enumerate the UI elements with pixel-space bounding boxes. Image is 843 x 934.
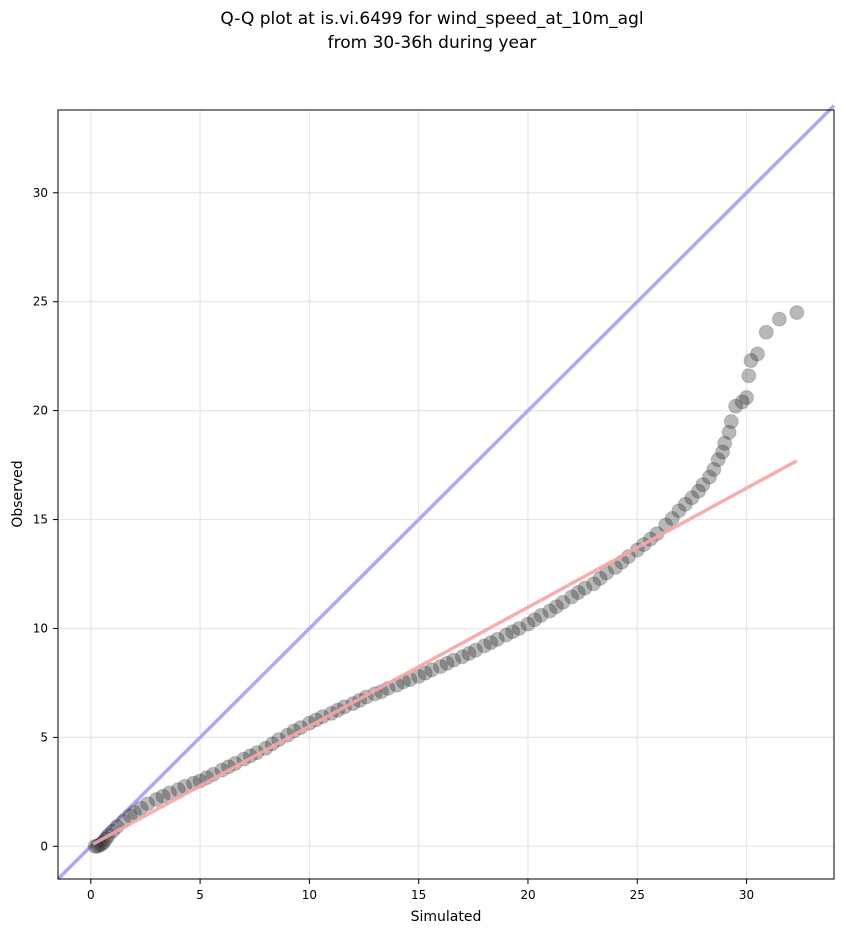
qq-data-point <box>715 444 731 460</box>
plot-area-frame <box>57 109 835 880</box>
qq-data-point <box>140 796 156 812</box>
x-axis-label: Simulated <box>411 909 482 925</box>
qq-data-point <box>671 503 687 519</box>
y-tick-label: 20 <box>33 404 48 418</box>
qq-data-point <box>411 668 427 684</box>
qq-data-point <box>148 791 164 807</box>
qq-data-point <box>133 800 149 816</box>
x-tick-label: 5 <box>196 888 204 902</box>
qq-data-point <box>511 620 527 636</box>
qq-data-point <box>789 305 805 321</box>
qq-data-point <box>677 496 693 512</box>
x-tick-label: 30 <box>739 888 754 902</box>
y-tick-label: 0 <box>40 839 48 853</box>
qq-data-point <box>433 659 449 675</box>
chart-title-line-2: from 30-36h during year <box>328 33 537 53</box>
qq-data-point <box>690 483 706 499</box>
y-axis-label: Observed <box>10 460 26 527</box>
x-tick-label: 25 <box>630 888 645 902</box>
qq-data-point <box>664 510 680 526</box>
qq-data-point <box>743 353 759 369</box>
qq-data-point <box>161 785 177 801</box>
qq-data-point <box>706 461 722 477</box>
y-tick-label: 30 <box>33 186 48 200</box>
identity-line <box>56 104 836 881</box>
y-tick-label: 15 <box>33 513 48 527</box>
qq-data-point <box>533 607 549 623</box>
data-points-layer <box>87 305 805 854</box>
chart-title-line-1: Q-Q plot at is.vi.6499 for wind_speed_at… <box>220 9 643 29</box>
qq-data-point <box>739 390 755 406</box>
x-tick-label: 20 <box>520 888 535 902</box>
y-tick-label: 25 <box>33 295 48 309</box>
qq-data-point <box>498 627 514 643</box>
qq-data-point <box>417 665 433 681</box>
qq-data-point <box>520 616 536 632</box>
qq-data-point <box>577 580 593 596</box>
qq-data-point <box>749 346 765 362</box>
qq-data-point <box>695 477 711 493</box>
qq-data-point <box>723 414 739 430</box>
ticks-layer: 0 5 10 15 20 25 30 0 5 10 15 20 25 30 <box>33 186 754 902</box>
qq-data-point <box>684 490 700 506</box>
qq-data-point <box>721 424 737 440</box>
qq-data-point <box>564 589 580 605</box>
qq-data-point <box>548 599 564 615</box>
y-tick-label: 10 <box>33 621 48 635</box>
qq-data-point <box>505 624 521 640</box>
qq-data-point <box>476 638 492 654</box>
qq-data-point <box>555 594 571 610</box>
x-tick-label: 10 <box>302 888 317 902</box>
qq-data-point <box>483 635 499 651</box>
qq-data-point <box>454 649 470 665</box>
qq-data-point <box>741 368 757 384</box>
qq-data-point <box>570 585 586 601</box>
qq-data-point <box>461 646 477 662</box>
qq-data-point <box>439 655 455 671</box>
x-tick-label: 0 <box>87 888 95 902</box>
qq-data-point <box>586 576 602 592</box>
grid-layer <box>58 110 834 879</box>
qq-data-point <box>734 394 750 410</box>
fit-line <box>92 459 798 846</box>
qq-data-point <box>592 570 608 586</box>
qq-data-point <box>527 612 543 628</box>
qq-data-point <box>771 311 787 327</box>
qq-data-point <box>424 662 440 678</box>
qq-data-point <box>155 788 171 804</box>
reference-lines-layer <box>56 104 836 881</box>
qq-data-point <box>728 398 744 414</box>
y-tick-label: 5 <box>40 730 48 744</box>
qq-data-point <box>489 631 505 647</box>
qq-data-point <box>446 652 462 668</box>
qq-data-point <box>468 642 484 658</box>
qq-data-point <box>758 324 774 340</box>
qq-data-point <box>542 603 558 619</box>
qq-data-point <box>701 469 717 485</box>
x-tick-label: 15 <box>411 888 426 902</box>
qq-data-point <box>710 452 726 468</box>
qq-data-point <box>717 435 733 451</box>
